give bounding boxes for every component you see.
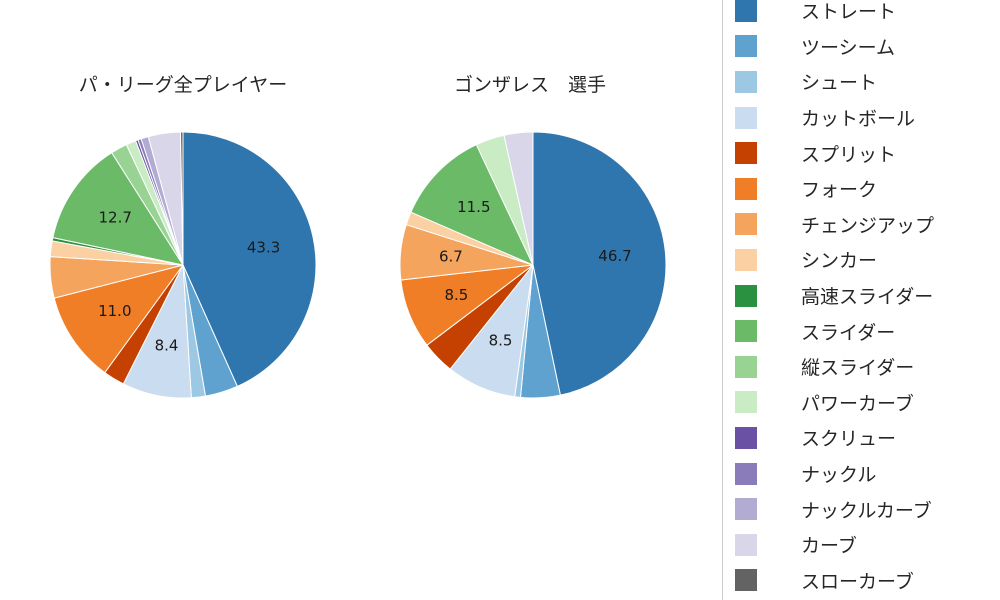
legend-label: ナックルカーブ (801, 499, 932, 522)
legend-item: スクリュー (735, 420, 1000, 456)
legend-item: 縦スライダー (735, 349, 1000, 385)
pie-value-label: 43.3 (247, 238, 280, 256)
pie-value-label: 46.7 (598, 247, 631, 265)
pie-value-label: 6.7 (439, 248, 463, 266)
pie-slice (182, 131, 317, 387)
pie-title-pacific-league: パ・リーグ全プレイヤー (78, 74, 288, 96)
legend-swatch (735, 320, 757, 343)
legend-swatch (735, 355, 757, 378)
legend-swatch (735, 213, 757, 236)
legend-label: シンカー (801, 250, 878, 273)
legend-swatch (735, 533, 757, 556)
legend-swatch (735, 142, 757, 165)
legend-swatch (735, 106, 757, 129)
legend-item: スライダー (735, 313, 1000, 349)
legend-item: ツーシーム (735, 29, 1000, 65)
legend-swatch (735, 462, 757, 485)
legend-item: カットボール (735, 100, 1000, 136)
legend-label: スライダー (801, 321, 896, 344)
legend-label: スクリュー (801, 428, 897, 451)
legend-label: 縦スライダー (801, 357, 915, 380)
pie-slice (53, 264, 184, 374)
legend-label: スローカーブ (801, 570, 914, 593)
legend-swatch (735, 70, 757, 93)
pie-title-gonzalez: ゴンザレス 選手 (453, 74, 606, 96)
legend-item: 高速スライダー (735, 278, 1000, 314)
legend-label: ツーシーム (801, 36, 896, 59)
legend-label: ナックル (801, 464, 877, 487)
legend-label: スプリット (801, 143, 897, 166)
legend-swatch (735, 498, 757, 521)
legend-swatch (735, 35, 757, 58)
pie-slice (52, 152, 184, 266)
legend-label: パワーカーブ (801, 392, 914, 415)
legend-swatch (735, 284, 757, 307)
pie-value-label: 12.7 (98, 209, 131, 227)
legend-item: フォーク (735, 171, 1000, 207)
legend-item: チェンジアップ (735, 207, 1000, 243)
legend-label: チェンジアップ (801, 214, 935, 237)
legend-item: ナックル (735, 456, 1000, 492)
legend-item: スローカーブ (735, 563, 1000, 599)
legend-item: シンカー (735, 242, 1000, 278)
legend-item: パワーカーブ (735, 385, 1000, 421)
legend-label: 高速スライダー (801, 286, 934, 309)
pie-slice (532, 131, 667, 396)
pie-slice (179, 131, 184, 266)
legend-label: フォーク (801, 179, 878, 202)
legend-label: カーブ (801, 535, 857, 558)
pie-slice (503, 131, 534, 266)
legend-swatch (735, 426, 757, 449)
pie-slice (410, 144, 534, 266)
legend-item: ナックルカーブ (735, 491, 1000, 527)
pie-value-label: 8.5 (489, 331, 513, 349)
legend-swatch (735, 0, 757, 22)
legend-swatch (735, 248, 757, 271)
legend-item: スプリット (735, 135, 1000, 171)
legend-item: ストレート (735, 0, 1000, 29)
pie-value-label: 8.4 (155, 336, 179, 354)
pie-value-label: 11.0 (98, 302, 131, 320)
legend-swatch (735, 177, 757, 200)
pie-value-label: 8.5 (444, 286, 468, 304)
pie-value-label: 11.5 (457, 198, 490, 216)
pitch-type-legend: ストレートツーシームシュートカットボール スプリットフォークチェンジアップ シンカー… (722, 0, 1000, 600)
legend-label: ストレート (801, 1, 897, 24)
legend-item: カーブ (735, 527, 1000, 563)
legend-item: シュート (735, 64, 1000, 100)
legend-label: シュート (801, 72, 878, 95)
legend-swatch (735, 391, 757, 414)
legend-label: カットボール (801, 108, 916, 131)
legend-swatch (735, 569, 757, 592)
